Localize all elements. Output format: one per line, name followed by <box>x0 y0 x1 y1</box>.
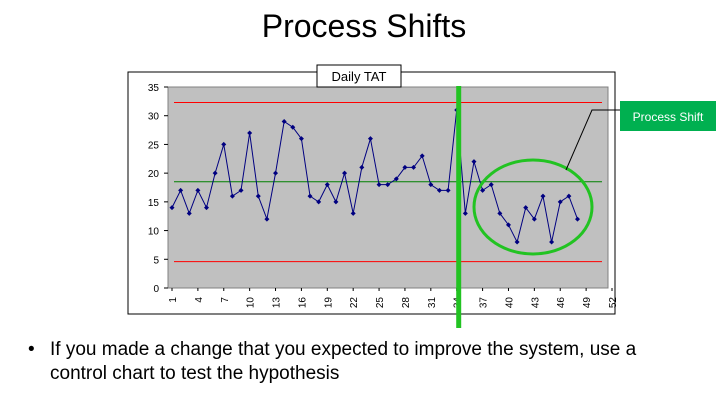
x-tick-label: 10 <box>246 297 257 309</box>
data-point <box>359 164 365 170</box>
y-tick-label: 0 <box>153 284 159 295</box>
data-point <box>247 130 253 136</box>
data-point <box>307 193 313 199</box>
bullet-point: • If you made a change that you expected… <box>28 338 668 386</box>
data-point <box>350 210 356 216</box>
x-tick-label: 22 <box>349 297 360 309</box>
data-point <box>367 136 373 142</box>
x-tick-label: 31 <box>427 297 438 309</box>
data-point <box>411 164 417 170</box>
data-point <box>342 170 348 176</box>
chart-title-box: Daily TAT <box>316 64 402 88</box>
y-tick-label: 25 <box>148 140 160 151</box>
data-point <box>393 176 399 182</box>
data-point <box>557 199 563 205</box>
bullet-text: If you made a change that you expected t… <box>50 339 637 384</box>
slide-title: Process Shifts <box>261 8 467 44</box>
y-axis-ticks: 0 5 10 15 20 25 30 35 <box>148 83 168 295</box>
callout-box <box>620 101 716 131</box>
x-tick-label: 19 <box>323 297 334 309</box>
data-point <box>497 210 503 216</box>
x-tick-label: 7 <box>220 297 231 303</box>
data-point <box>195 187 201 193</box>
callout-label: Process Shift <box>633 110 704 124</box>
data-point <box>238 187 244 193</box>
y-tick-label: 30 <box>148 112 160 123</box>
data-point <box>273 170 279 176</box>
data-point <box>531 216 537 222</box>
data-point <box>462 210 468 216</box>
x-tick-label: 28 <box>401 297 412 309</box>
data-point <box>480 187 486 193</box>
data-point <box>178 187 184 193</box>
data-point <box>445 187 451 193</box>
bullet-icon: • <box>28 339 35 360</box>
data-point <box>419 153 425 159</box>
data-point <box>333 199 339 205</box>
plot-area <box>167 86 609 289</box>
data-point <box>229 193 235 199</box>
y-tick-label: 35 <box>148 83 160 94</box>
data-point <box>385 182 391 188</box>
data-point <box>428 182 434 188</box>
data-point <box>505 222 511 228</box>
data-point <box>488 182 494 188</box>
y-tick-label: 10 <box>148 227 160 238</box>
chart-title: Daily TAT <box>332 69 387 84</box>
annotations: Process Shift <box>456 86 716 328</box>
data-point <box>264 216 270 222</box>
data-point <box>290 124 296 130</box>
x-tick-label: 1 <box>168 297 179 303</box>
x-tick-label: 16 <box>297 297 308 309</box>
y-tick-label: 15 <box>148 198 160 209</box>
data-point <box>376 182 382 188</box>
x-tick-label: 46 <box>556 297 567 309</box>
x-tick-label: 13 <box>272 297 283 309</box>
data-point <box>204 205 210 211</box>
data-point <box>436 187 442 193</box>
data-point <box>471 159 477 165</box>
x-tick-label: 49 <box>582 297 593 309</box>
data-point <box>221 141 227 147</box>
data-point <box>402 164 408 170</box>
data-point <box>186 210 192 216</box>
data-point <box>566 193 572 199</box>
data-point <box>540 193 546 199</box>
x-tick-label: 4 <box>194 297 205 303</box>
data-point <box>523 205 529 211</box>
x-tick-label: 37 <box>479 297 490 309</box>
data-point <box>316 199 322 205</box>
x-axis-ticks: 147101316192225283134374043464952 <box>168 288 619 308</box>
shift-highlight-circle <box>472 158 594 256</box>
data-point <box>212 170 218 176</box>
data-point <box>514 239 520 245</box>
x-tick-label: 52 <box>608 297 619 309</box>
data-points <box>169 107 580 245</box>
data-point <box>169 205 175 211</box>
y-tick-label: 20 <box>148 169 160 180</box>
data-point <box>298 136 304 142</box>
data-point <box>549 239 555 245</box>
data-point <box>324 182 330 188</box>
x-tick-label: 43 <box>530 297 541 309</box>
data-point <box>255 193 261 199</box>
y-tick-label: 5 <box>153 255 159 266</box>
x-tick-label: 40 <box>504 297 515 309</box>
callout-leader-line <box>565 109 620 171</box>
x-tick-label: 25 <box>375 297 386 309</box>
data-point <box>574 216 580 222</box>
chart-title-background <box>316 64 402 88</box>
data-point <box>281 118 287 124</box>
control-limit-lines <box>174 102 602 263</box>
